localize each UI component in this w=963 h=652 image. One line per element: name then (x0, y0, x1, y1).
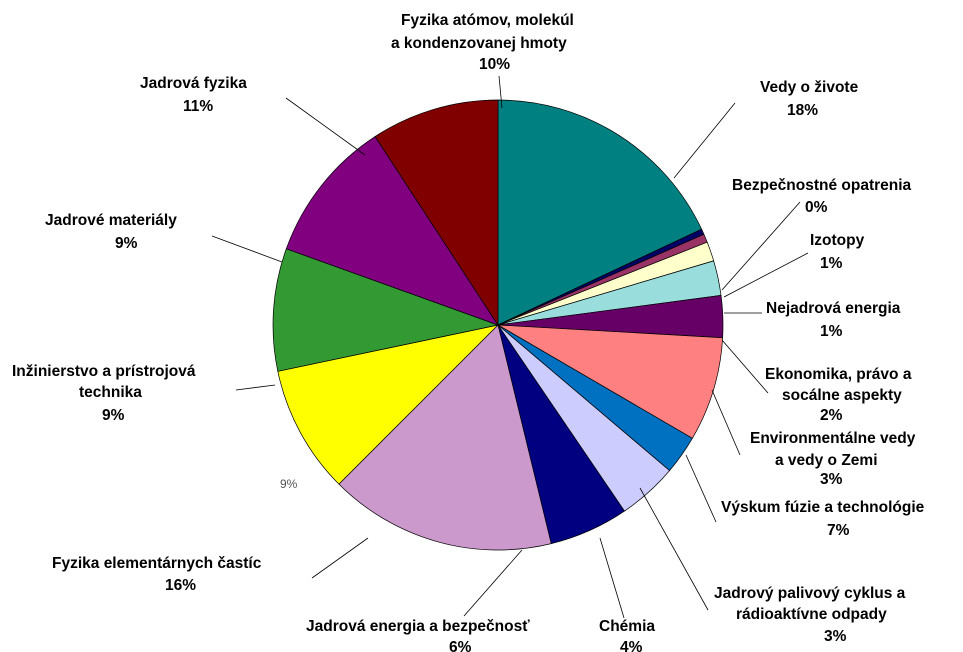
pie-slice-1 (497, 99, 703, 326)
leader-line-2 (721, 201, 801, 291)
leader-line-6 (711, 389, 741, 456)
slice-label-2: Bezpečnostné opatrenia (732, 177, 912, 194)
leader-line-15 (498, 75, 503, 109)
stray-percent-annotation: 9% (280, 477, 298, 491)
leader-line-1 (673, 102, 736, 179)
slice-percent-6: 3% (820, 471, 843, 488)
leader-line-8 (639, 487, 709, 611)
slice-label-5-line-2: socálne aspekty (782, 387, 902, 404)
leader-line-3 (723, 252, 809, 298)
slice-label-5-line-1: Ekonomika, právo a (765, 366, 912, 383)
leader-line-5 (721, 339, 769, 394)
pie-slices (272, 99, 724, 551)
slice-percent-10: 6% (449, 639, 472, 652)
slice-label-13: Jadrové materiály (45, 212, 177, 229)
slice-label-8-line-1: Jadrový palivový cyklus a (714, 585, 906, 602)
leader-lines (211, 75, 809, 619)
slice-label-9: Chémia (599, 618, 655, 635)
leader-line-9 (599, 537, 625, 619)
leader-line-14 (285, 97, 366, 156)
leader-line-12 (235, 384, 276, 391)
slice-label-12-line-2: technika (79, 384, 142, 401)
pie-slice-14 (285, 136, 499, 326)
slice-label-6-line-1: Environmentálne vedy (750, 430, 916, 447)
slice-percent-14: 11% (183, 98, 213, 115)
leader-line-13 (211, 235, 283, 263)
slice-label-10: Jadrová energia a bezpečnosť (306, 618, 530, 635)
slice-percent-5: 2% (820, 407, 843, 424)
slice-percent-12: 9% (102, 407, 125, 424)
slice-label-15-line-2: a kondenzovanej hmoty (391, 35, 567, 52)
pie-slice-7 (497, 324, 724, 439)
slice-percent-11: 16% (165, 577, 196, 594)
leader-line-10 (463, 549, 523, 617)
slice-percent-2: 0% (805, 199, 828, 216)
slice-labels: Vedy o živote 18% Bezpečnostné opatrenia 0%… (12, 12, 925, 652)
slice-label-3: Izotopy (810, 232, 865, 249)
pie-slice-13 (272, 248, 500, 372)
slice-label-7: Výskum fúzie a technológie (721, 499, 925, 516)
slice-percent-3: 1% (820, 255, 843, 272)
slice-percent-13: 9% (115, 235, 138, 252)
slice-percent-8: 3% (824, 628, 847, 645)
slice-percent-4: 1% (820, 323, 843, 340)
slice-label-4: Nejadrová energia (766, 300, 901, 317)
slice-percent-7: 7% (827, 522, 850, 539)
pie-slice-12 (277, 324, 500, 485)
slice-label-14: Jadrová fyzika (140, 75, 247, 92)
slice-label-12-line-1: Inžinierstvo a prístrojová (12, 363, 196, 380)
slice-label-1: Vedy o živote (760, 79, 859, 96)
slice-label-15-line-1: Fyzika atómov, molekúl (401, 12, 574, 29)
pie-slice-15 (374, 99, 499, 327)
slice-label-6-line-2: a vedy o Zemi (775, 452, 878, 469)
pie-slice-11 (338, 324, 552, 551)
leader-line-7 (685, 454, 717, 523)
leader-line-11 (311, 537, 369, 579)
slice-percent-9: 4% (620, 639, 643, 652)
slice-percent-15: 10% (479, 56, 510, 73)
slice-percent-1: 18% (787, 102, 818, 119)
slice-label-11: Fyzika elementárnych častíc (52, 555, 262, 572)
slice-label-8-line-2: rádioaktívne odpady (736, 606, 887, 623)
